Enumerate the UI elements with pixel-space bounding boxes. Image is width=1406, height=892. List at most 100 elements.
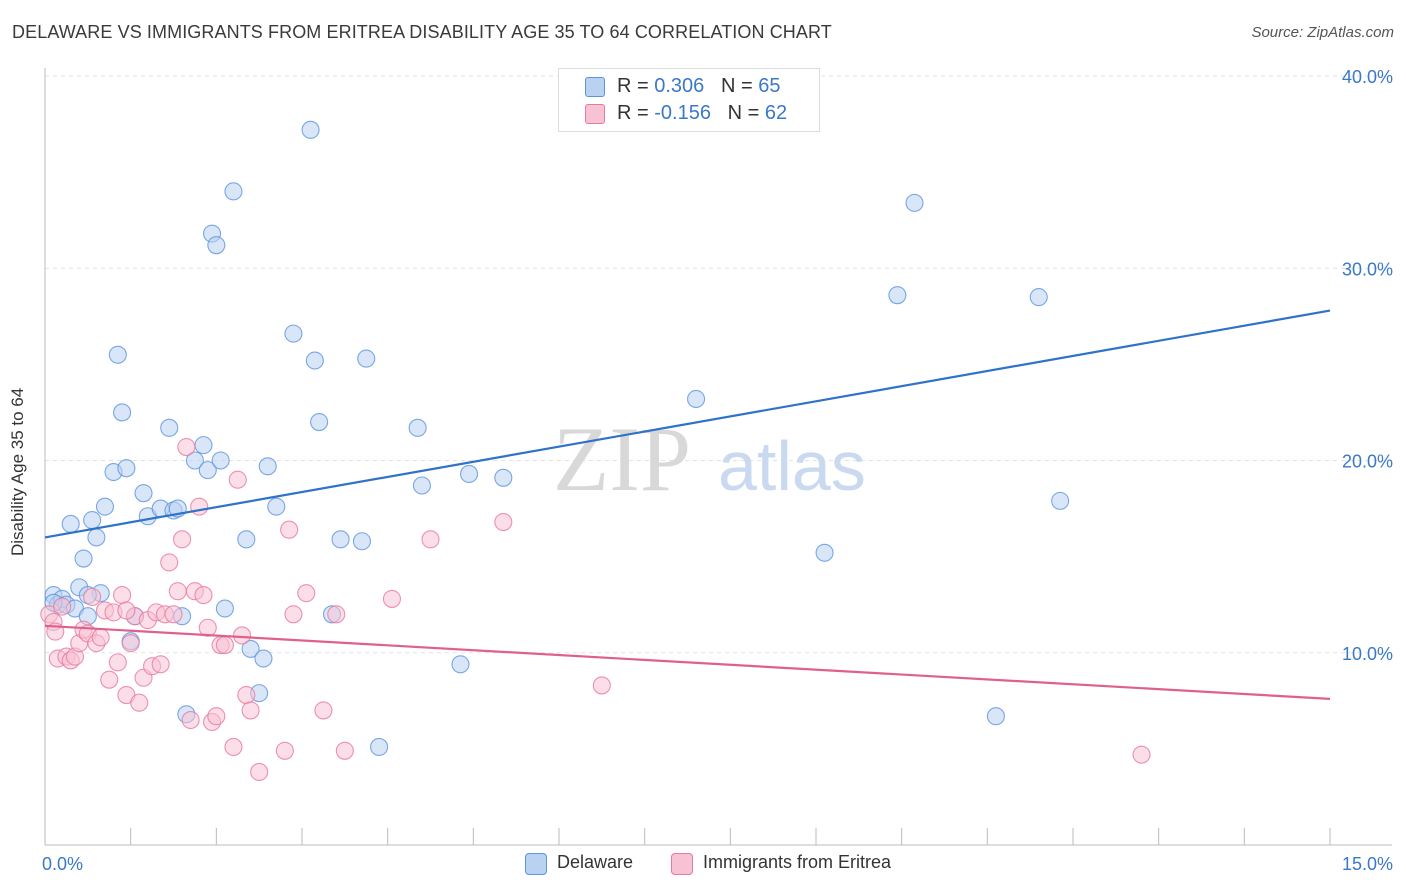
- delaware-point: [370, 737, 389, 757]
- eritrea-point: [83, 587, 102, 607]
- eritrea-point: [232, 626, 252, 645]
- delaware-point: [113, 403, 132, 422]
- eritrea-point: [228, 470, 247, 489]
- eritrea-point: [53, 597, 72, 616]
- x-tick-label: 0.0%: [42, 854, 83, 874]
- eritrea-point: [121, 634, 140, 653]
- eritrea-point: [297, 584, 316, 603]
- eritrea-swatch: [585, 104, 605, 124]
- delaware-point: [459, 464, 479, 484]
- delaware-point: [237, 530, 256, 549]
- eritrea-point: [1132, 745, 1151, 764]
- eritrea-point: [194, 586, 213, 605]
- chart-title: DELAWARE VS IMMIGRANTS FROM ERITREA DISA…: [12, 22, 832, 42]
- delaware-point: [352, 532, 372, 551]
- y-tick-label: 30.0%: [1342, 259, 1393, 279]
- r-label: R =: [617, 75, 655, 97]
- grid-lines: [45, 75, 1392, 654]
- delaware-point: [331, 530, 350, 549]
- delaware-point: [310, 412, 329, 432]
- delaware-point: [74, 549, 93, 568]
- delaware-point: [1029, 288, 1048, 307]
- eritrea-point: [190, 497, 209, 516]
- watermark: ZIP atlas: [553, 408, 866, 510]
- delaware-point: [301, 120, 320, 139]
- delaware-point: [408, 418, 427, 437]
- r-value: 0.306: [654, 75, 705, 97]
- legend-label: Delaware: [557, 852, 634, 872]
- eritrea-point: [100, 670, 119, 689]
- delaware-point: [1051, 491, 1070, 510]
- y-tick-label: 40.0%: [1342, 67, 1393, 87]
- delaware-point: [134, 484, 153, 503]
- eritrea-point: [168, 582, 187, 601]
- y-tick-label: 20.0%: [1342, 452, 1393, 472]
- eritrea-point: [164, 605, 183, 624]
- eritrea-point: [241, 701, 260, 720]
- eritrea-point: [215, 636, 234, 655]
- delaware-swatch: [585, 77, 605, 97]
- series-legend: Delaware Immigrants from Eritrea: [0, 852, 1406, 876]
- eritrea-point: [275, 741, 294, 760]
- delaware-point: [687, 389, 706, 409]
- eritrea-point: [207, 707, 226, 726]
- eritrea-point: [130, 693, 149, 712]
- delaware-point: [194, 436, 213, 455]
- delaware-point: [267, 497, 286, 516]
- delaware-legend-swatch: [525, 853, 547, 875]
- watermark-zip: ZIP: [553, 408, 691, 510]
- eritrea-point: [327, 605, 346, 624]
- eritrea-point: [314, 701, 333, 720]
- delaware-point: [241, 639, 260, 658]
- eritrea-point: [113, 586, 132, 605]
- stats-legend: R = 0.306 N = 65 R = -0.156 N = 62: [558, 68, 820, 132]
- eritrea-point: [284, 605, 303, 624]
- delaware-point: [412, 476, 431, 495]
- n-value: 65: [758, 75, 781, 97]
- eritrea-point: [382, 589, 402, 608]
- delaware-point: [494, 468, 513, 487]
- r-value: -0.156: [654, 102, 711, 124]
- eritrea-point: [335, 741, 354, 760]
- delaware-point: [284, 324, 303, 343]
- delaware-point: [61, 514, 80, 533]
- delaware-point: [905, 193, 924, 212]
- y-tick-label: 10.0%: [1342, 644, 1393, 664]
- r-label: R =: [617, 102, 655, 124]
- n-value: 62: [764, 102, 788, 124]
- delaware-point: [83, 511, 102, 530]
- delaware-point: [95, 497, 115, 516]
- delaware-point: [254, 649, 273, 668]
- data-points: [40, 105, 1151, 781]
- eritrea-point: [494, 512, 513, 532]
- n-label: N =: [727, 102, 765, 124]
- eritrea-legend-swatch: [671, 853, 693, 875]
- delaware-point: [451, 655, 470, 674]
- eritrea-point: [250, 762, 269, 781]
- legend-label: Immigrants from Eritrea: [703, 852, 892, 872]
- delaware-point: [207, 236, 226, 255]
- delaware-point: [224, 182, 243, 201]
- delaware-point: [108, 345, 127, 364]
- delaware-point: [888, 286, 907, 305]
- watermark-atlas: atlas: [718, 427, 866, 505]
- y-axis-label: Disability Age 35 to 64: [8, 387, 27, 556]
- delaware-point: [211, 451, 230, 470]
- delaware-point: [258, 457, 277, 476]
- delaware-point: [305, 351, 324, 370]
- eritrea-point: [237, 685, 256, 705]
- tick-labels: 10.0% 20.0% 30.0% 40.0% 0.0% 15.0%: [42, 67, 1393, 874]
- eritrea-point: [592, 676, 611, 695]
- eritrea-point: [108, 653, 127, 672]
- eritrea-point: [117, 601, 136, 620]
- eritrea-trend-line: [44, 624, 1331, 700]
- trend-lines: [44, 309, 1331, 700]
- source-label: Source: ZipAtlas.com: [1251, 24, 1394, 41]
- eritrea-point: [224, 737, 243, 757]
- delaware-point: [160, 418, 179, 437]
- eritrea-point: [177, 437, 196, 457]
- eritrea-point: [198, 618, 217, 637]
- eritrea-point: [151, 655, 170, 674]
- axes: [44, 68, 1392, 846]
